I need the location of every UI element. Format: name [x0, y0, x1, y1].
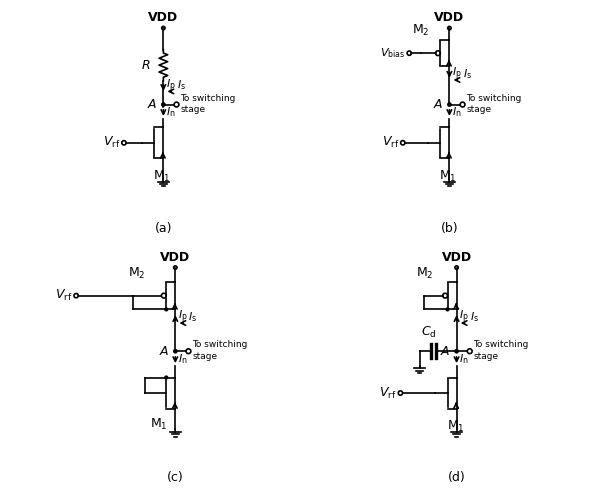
Text: $V_{\rm rf}$: $V_{\rm rf}$ — [379, 385, 397, 401]
Text: (b): (b) — [441, 222, 458, 235]
Text: $A$: $A$ — [440, 345, 451, 358]
Text: VDD: VDD — [434, 11, 465, 25]
Circle shape — [447, 103, 451, 106]
Text: $V_{\rm rf}$: $V_{\rm rf}$ — [55, 288, 72, 303]
Text: $\rm M_2$: $\rm M_2$ — [128, 266, 146, 281]
Text: $\rm M_2$: $\rm M_2$ — [412, 23, 429, 38]
Text: To switching: To switching — [473, 340, 529, 349]
Text: To switching: To switching — [466, 94, 522, 103]
Text: $\rm M_1$: $\rm M_1$ — [150, 417, 167, 432]
Text: (c): (c) — [167, 471, 184, 485]
Text: $V_{\rm bias}$: $V_{\rm bias}$ — [381, 46, 406, 60]
Text: VDD: VDD — [148, 11, 178, 25]
Text: $I_{\rm p}$: $I_{\rm p}$ — [452, 66, 462, 82]
Text: $C_{\rm d}$: $C_{\rm d}$ — [421, 326, 437, 340]
Text: $A$: $A$ — [433, 98, 443, 111]
Circle shape — [162, 103, 165, 106]
Text: $A$: $A$ — [159, 345, 170, 358]
Text: stage: stage — [192, 352, 217, 361]
Text: stage: stage — [473, 352, 499, 361]
Text: $I_{\rm p}$: $I_{\rm p}$ — [460, 309, 469, 325]
Circle shape — [165, 376, 168, 379]
Text: VDD: VDD — [441, 251, 472, 264]
Text: $\rm M_1$: $\rm M_1$ — [446, 419, 465, 434]
Text: $I_{\rm s}$: $I_{\rm s}$ — [176, 79, 185, 92]
Text: To switching: To switching — [180, 94, 235, 103]
Text: $I_{\rm n}$: $I_{\rm n}$ — [460, 352, 469, 366]
Text: $I_{\rm s}$: $I_{\rm s}$ — [463, 67, 472, 81]
Text: $\rm M_2$: $\rm M_2$ — [415, 266, 433, 281]
Text: (d): (d) — [447, 471, 466, 485]
Text: stage: stage — [180, 105, 206, 114]
Text: $I_{\rm s}$: $I_{\rm s}$ — [470, 310, 478, 324]
Text: $V_{\rm rf}$: $V_{\rm rf}$ — [382, 135, 399, 150]
Text: $I_{\rm n}$: $I_{\rm n}$ — [452, 105, 462, 119]
Text: (a): (a) — [154, 222, 172, 235]
Text: $I_{\rm s}$: $I_{\rm s}$ — [188, 310, 198, 324]
Circle shape — [165, 308, 168, 311]
Text: $R$: $R$ — [140, 59, 150, 72]
Circle shape — [455, 350, 458, 353]
Text: $I_{\rm n}$: $I_{\rm n}$ — [166, 105, 176, 119]
Circle shape — [174, 350, 177, 353]
Text: $A$: $A$ — [147, 98, 157, 111]
Text: stage: stage — [466, 105, 491, 114]
Text: $\rm M_1$: $\rm M_1$ — [440, 169, 457, 184]
Circle shape — [446, 308, 449, 311]
Text: To switching: To switching — [192, 340, 247, 349]
Text: $V_{\rm rf}$: $V_{\rm rf}$ — [103, 135, 120, 150]
Text: VDD: VDD — [161, 251, 190, 264]
Text: $I_{\rm p}$: $I_{\rm p}$ — [178, 309, 188, 325]
Text: $I_{\rm n}$: $I_{\rm n}$ — [178, 352, 188, 366]
Text: $\rm M_1$: $\rm M_1$ — [153, 169, 171, 184]
Text: $I_{\rm p}$: $I_{\rm p}$ — [166, 77, 176, 94]
